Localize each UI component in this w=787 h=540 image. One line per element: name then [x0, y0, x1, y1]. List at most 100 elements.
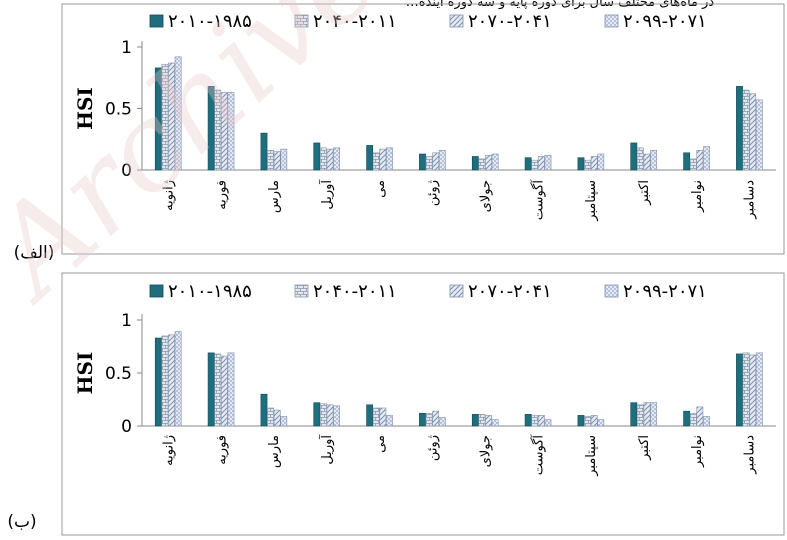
bar-1-11: [683, 152, 691, 171]
legend-swatch: [449, 284, 464, 298]
bar-2-6: [425, 412, 433, 427]
panel-label: (ب): [7, 512, 36, 532]
bar-3-2: [220, 355, 228, 427]
bar-4-11: [703, 146, 710, 171]
bar-3-11: [696, 150, 704, 171]
bar-4-5: [386, 147, 393, 171]
bar-4-5: [386, 415, 393, 427]
bar-4-9: [597, 419, 605, 427]
bar-2-12: [742, 352, 750, 427]
bar-1-2: [207, 352, 215, 427]
bar-2-11: [689, 158, 697, 171]
bar-4-2: [227, 352, 235, 427]
bar-2-4: [320, 403, 327, 427]
bar-4-7: [491, 419, 499, 427]
bar-3-1: [168, 334, 175, 427]
bar-1-8: [524, 157, 532, 171]
bar-2-9: [584, 416, 591, 427]
bar-3-7: [485, 415, 492, 427]
x-category-label: ژوئن: [426, 180, 441, 206]
bar-2-12: [742, 89, 750, 171]
x-category-label: ژانویه: [161, 180, 176, 211]
legend-swatch: [294, 284, 309, 298]
x-category-label: دسامبر: [743, 180, 758, 220]
bar-2-1: [161, 63, 169, 171]
bar-3-6: [432, 410, 440, 427]
bar-4-10: [650, 402, 658, 427]
bar-3-12: [749, 93, 757, 171]
bar-2-4: [320, 147, 327, 171]
x-category-label: آگوست: [529, 434, 546, 476]
x-category-label: فوریه: [214, 180, 229, 210]
bar-3-11: [696, 406, 704, 427]
bar-1-6: [419, 412, 426, 427]
legend-swatch: [604, 14, 619, 28]
bar-1-12: [736, 86, 743, 171]
bar-4-3: [280, 416, 288, 427]
legend-swatch: [294, 14, 309, 28]
x-category-label: نوامبر: [690, 180, 705, 213]
bar-1-5: [366, 404, 374, 427]
bar-3-8: [537, 156, 545, 171]
bar-4-10: [650, 150, 658, 171]
bar-2-10: [637, 147, 644, 171]
bar-1-6: [419, 153, 426, 171]
legend-label: ۲۰۱۰-۱۹۸۵: [168, 281, 252, 302]
bar-4-6: [438, 417, 446, 427]
bar-2-7: [478, 414, 486, 427]
bar-3-4: [326, 404, 334, 427]
y-axis-label: HSI: [73, 352, 97, 395]
legend-label: ۲۰۷۰-۲۰۴۱: [468, 11, 552, 32]
bar-4-9: [597, 153, 605, 171]
bar-1-3: [260, 393, 268, 427]
bar-4-12: [755, 352, 763, 427]
bar-2-6: [425, 156, 433, 171]
chart-panel-b: 0 0.5 1 HSI (ب) ۲۰۱۰-۱۹۸۵ ۲۰۴۰-۲۰۱۱ ۲۰۷۰-۲۰۴۱ ۲۰…: [7, 272, 785, 536]
y-tick-label: 0.5: [105, 364, 132, 384]
bar-1-11: [683, 410, 691, 427]
x-category-label: آوریل: [318, 434, 335, 465]
bar-3-3: [273, 409, 281, 427]
legend-label: ۲۰۹۹-۲۰۷۱: [623, 11, 707, 32]
legend-label: ۲۰۱۰-۱۹۸۵: [168, 11, 252, 32]
bar-1-10: [630, 402, 638, 427]
x-category-label: مارس: [267, 180, 282, 213]
bar-2-10: [637, 404, 644, 427]
bar-2-11: [689, 412, 697, 427]
bar-1-1: [154, 67, 162, 171]
y-tick-label: 0.5: [105, 100, 132, 120]
bar-4-8: [544, 419, 552, 427]
bar-2-7: [478, 158, 486, 171]
bar-3-12: [749, 354, 757, 427]
bar-3-5: [379, 407, 387, 427]
legend-swatch: [604, 284, 619, 298]
bar-4-3: [280, 148, 288, 171]
bar-2-3: [267, 407, 274, 427]
bar-1-12: [736, 353, 743, 427]
header-fragment: …در ماه‌های مختلف سال برای دوره پایه و س…: [406, 0, 715, 10]
x-category-label: دسامبر: [743, 435, 758, 475]
bar-2-3: [267, 150, 274, 171]
bar-3-10: [643, 153, 651, 171]
bar-3-8: [537, 415, 545, 427]
bar-3-6: [432, 152, 440, 171]
bar-1-1: [154, 337, 162, 427]
x-category-label: می: [373, 180, 388, 198]
bar-3-10: [643, 402, 651, 427]
bar-1-4: [313, 402, 321, 427]
x-category-label: نوامبر: [690, 435, 705, 468]
legend-label: ۲۰۹۹-۲۰۷۱: [623, 281, 707, 302]
bar-2-5: [372, 152, 380, 171]
legend-label: ۲۰۷۰-۲۰۴۱: [468, 281, 552, 302]
bar-4-4: [333, 405, 341, 427]
x-category-label: آوریل: [318, 179, 335, 210]
bar-1-7: [471, 156, 479, 171]
bar-3-4: [326, 148, 334, 171]
x-category-label: ژوئن: [426, 435, 441, 461]
legend-swatch: [149, 14, 164, 28]
bar-3-9: [590, 415, 598, 427]
x-category-label: اکتبر: [637, 180, 652, 206]
x-category-label: مارس: [267, 435, 282, 468]
bar-1-3: [260, 132, 268, 171]
watermark: Archive: [0, 0, 405, 328]
